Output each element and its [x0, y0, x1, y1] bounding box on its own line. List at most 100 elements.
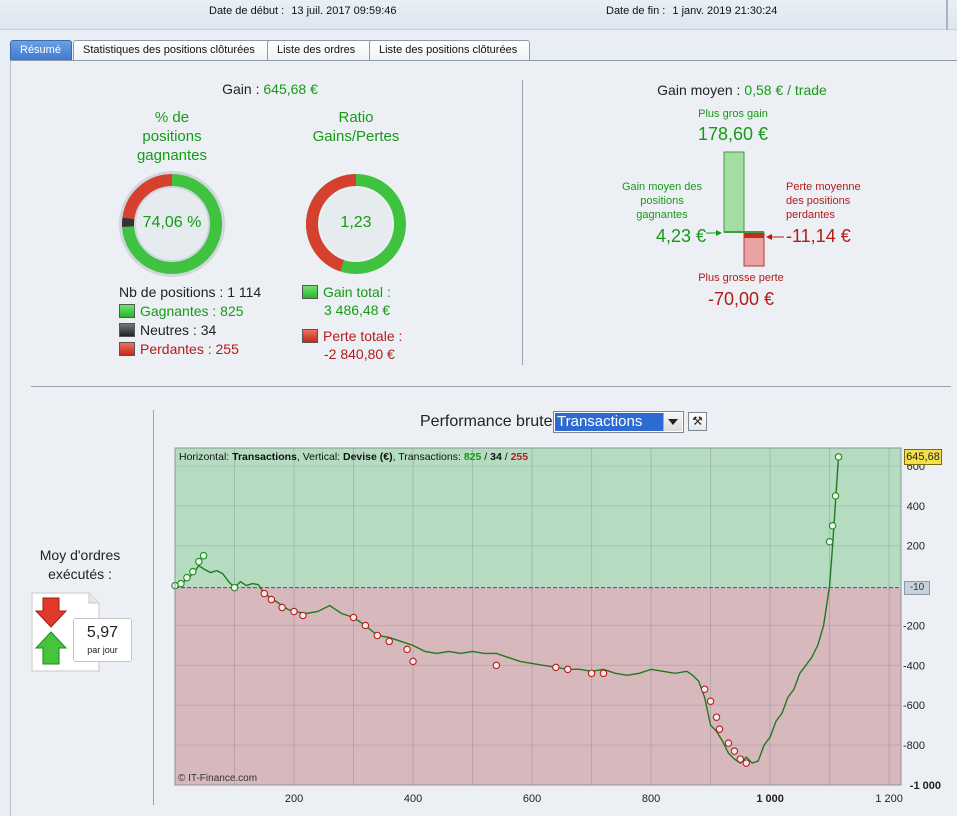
avg-loss-value: -11,14 € — [786, 226, 851, 246]
loss-marker — [742, 759, 751, 767]
win-marker — [834, 453, 843, 461]
positive-zone — [175, 448, 901, 588]
gain-value: 645,68 € — [263, 81, 318, 97]
gain-total-label: Gain total : — [323, 284, 391, 300]
ratio-donut-red-arc — [306, 174, 406, 274]
win-marker — [828, 522, 837, 530]
gain-total-value: 3 486,48 € — [324, 302, 391, 318]
legend-vertical-label: , Vertical: — [296, 451, 343, 463]
chart-legend: Horizontal: Transactions, Vertical: Devi… — [179, 451, 528, 463]
neutral-row: Neutres : 34 — [119, 321, 261, 340]
avg-loss-label-line2: des positions — [786, 195, 851, 207]
plot-border — [174, 447, 902, 786]
orders-title-line1: Moy d'ordres — [39, 547, 121, 563]
win-pct-title: % de positions gagnantes — [110, 108, 234, 165]
win-pct-title-line3: gagnantes — [136, 147, 208, 164]
window-separator[interactable] — [946, 0, 948, 30]
winners-value: 825 — [220, 303, 244, 319]
avg-gain-bars — [706, 151, 784, 267]
loss-marker — [730, 747, 739, 755]
y-tick-label: 200 — [907, 541, 925, 553]
end-date-label: Date de fin : — [606, 5, 666, 17]
x-tick-label: 1 200 — [875, 793, 903, 805]
sell-arrow-icon — [34, 597, 68, 628]
avg-win-value: 4,23 € — [655, 226, 706, 246]
x-tick-label: 200 — [285, 793, 303, 805]
trade-markers — [171, 453, 843, 767]
biggest-gain-label: Plus gros gain — [698, 108, 768, 120]
loss-marker — [290, 607, 298, 616]
win-pct-title-line2: positions — [142, 128, 202, 145]
legend-horizontal-value: Transactions — [232, 451, 297, 463]
x-tick-label: 800 — [642, 793, 660, 805]
y-tick-label: 400 — [907, 501, 925, 513]
gain-summary: Gain : 645,68 € — [170, 81, 370, 97]
end-date-value: 1 janv. 2019 21:30:24 — [672, 5, 778, 17]
avg-gain-label: Gain moyen : — [657, 82, 741, 98]
legend-losers: 255 — [510, 451, 529, 463]
tab-order-list[interactable]: Liste des ordres — [267, 40, 377, 60]
chevron-down-icon[interactable] — [663, 413, 682, 431]
horizontal-divider — [31, 386, 951, 387]
performance-selector[interactable]: Transactions — [553, 411, 684, 433]
win-donut-center — [136, 188, 208, 260]
ratio-donut — [306, 174, 406, 274]
avg-loss-label: Perte moyenne des positions perdantes — [786, 180, 886, 222]
nb-positions-label: Nb de positions : — [119, 284, 224, 300]
neutral-legend-swatch — [119, 323, 135, 337]
win-marker — [195, 557, 203, 566]
orders-title-line2: exécutés : — [48, 566, 112, 582]
performance-selector-value: Transactions — [555, 413, 663, 431]
biggest-loss-value: -70,00 € — [707, 289, 775, 309]
performance-title: Performance brute — [420, 413, 553, 430]
orders-value: 5,97 — [86, 624, 119, 641]
avg-loss-label-line1: Perte moyenne — [786, 181, 861, 193]
loss-marker — [564, 665, 572, 674]
avg-win-label-line2: positions — [640, 195, 684, 207]
orders-value-box: 5,97 par jour — [73, 618, 132, 662]
tab-closed-position-list[interactable]: Liste des positions clôturées — [369, 40, 530, 60]
loss-marker — [700, 685, 709, 694]
win-marker — [177, 579, 185, 588]
loss-total-value: -2 840,80 € — [324, 346, 395, 362]
loss-marker — [299, 611, 307, 620]
loss-marker — [587, 669, 596, 678]
win-marker — [825, 537, 834, 546]
baseline-badge: -10 — [904, 580, 930, 595]
performance-line — [174, 456, 840, 765]
y-tick-label: -200 — [903, 620, 925, 632]
ratio-donut-center — [320, 188, 392, 260]
orders-title: Moy d'ordres exécutés : — [22, 546, 138, 584]
tab-closed-position-stats[interactable]: Statistiques des positions clôturées — [73, 40, 275, 60]
x-tick-label: 1 000 — [756, 793, 784, 805]
winners-label: Gagnantes : — [140, 303, 217, 319]
wrench-icon[interactable]: ⚒ — [688, 412, 707, 431]
y-tick-label: -400 — [903, 660, 925, 672]
loss-marker — [403, 645, 411, 654]
avg-win-label-line1: Gain moyen des — [621, 181, 703, 193]
x-tick-label: 600 — [523, 793, 541, 805]
tab-resume[interactable]: Résumé — [10, 40, 72, 61]
gain-total-row: Gain total : — [302, 283, 402, 301]
avg-gain-title: Gain moyen : 0,58 € / trade — [600, 82, 884, 98]
gain-label: Gain : — [222, 81, 260, 97]
win-marker — [230, 583, 239, 592]
totals: Gain total : 3 486,48 € Perte totale : -… — [302, 283, 402, 363]
date-bar: Date de début : 13 juil. 2017 09:59:46 D… — [0, 0, 957, 30]
vertical-divider — [522, 80, 523, 365]
winners-legend-swatch — [119, 304, 135, 318]
loss-marker — [724, 739, 733, 747]
biggest-loss-label: Plus grosse perte — [698, 272, 784, 284]
start-date: Date de début : 13 juil. 2017 09:59:46 — [209, 5, 397, 17]
loss-marker — [278, 603, 286, 612]
win-marker — [831, 492, 840, 500]
legend-horizontal-label: Horizontal: — [179, 451, 233, 463]
start-date-value: 13 juil. 2017 09:59:46 — [291, 5, 397, 17]
end-date: Date de fin : 1 janv. 2019 21:30:24 — [606, 5, 777, 17]
legend-sep-2: / — [501, 451, 511, 463]
x-tick-label: 400 — [404, 793, 422, 805]
loss-marker — [361, 621, 370, 630]
losers-value: 255 — [215, 341, 239, 357]
